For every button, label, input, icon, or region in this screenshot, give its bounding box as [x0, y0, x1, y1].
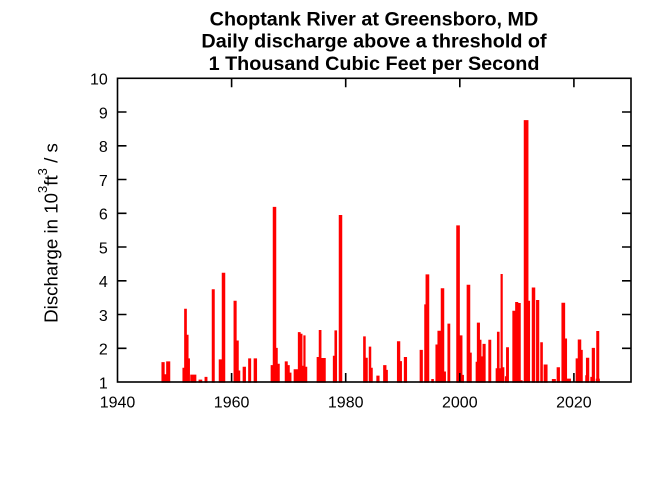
svg-text:2000: 2000: [442, 395, 478, 412]
svg-text:1960: 1960: [214, 395, 250, 412]
svg-text:1980: 1980: [328, 395, 364, 412]
svg-text:3: 3: [99, 308, 108, 325]
svg-text:1: 1: [99, 375, 108, 392]
svg-text:6: 6: [99, 207, 108, 224]
svg-text:1940: 1940: [100, 395, 136, 412]
svg-text:2020: 2020: [556, 395, 592, 412]
svg-text:Choptank River at Greensboro,: Choptank River at Greensboro, MD: [210, 8, 539, 30]
svg-text:8: 8: [99, 139, 108, 156]
svg-text:10: 10: [90, 72, 108, 89]
svg-text:2: 2: [99, 342, 108, 359]
svg-text:9: 9: [99, 105, 108, 122]
svg-text:5: 5: [99, 240, 108, 257]
svg-text:1 Thousand Cubic Feet per Seco: 1 Thousand Cubic Feet per Second: [209, 53, 540, 75]
svg-text:4: 4: [99, 274, 108, 291]
svg-text:7: 7: [99, 173, 108, 190]
svg-text:Daily discharge above a thresh: Daily discharge above a threshold of: [201, 31, 547, 53]
